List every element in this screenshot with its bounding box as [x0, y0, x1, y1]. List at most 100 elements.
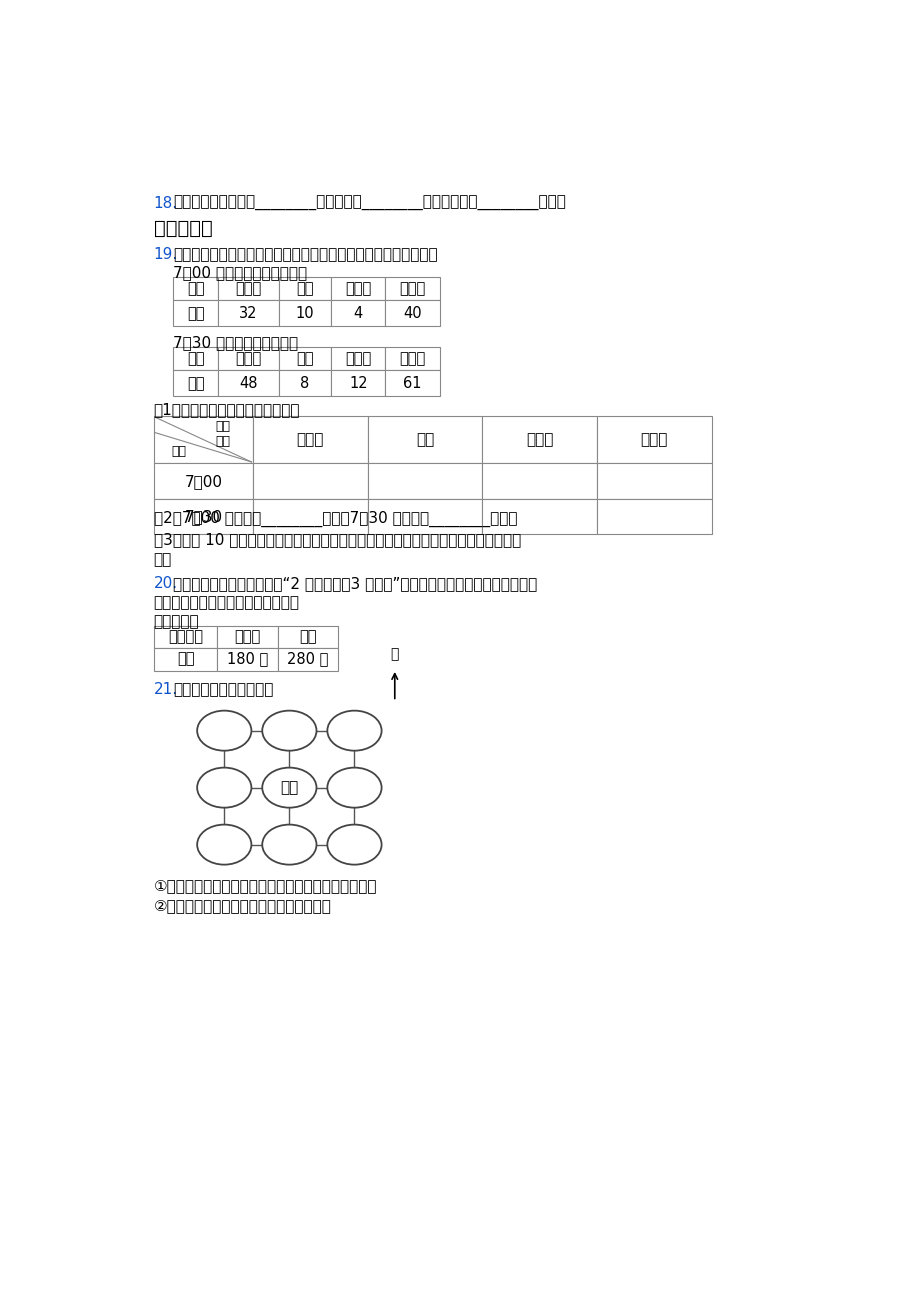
Text: 自行车: 自行车	[399, 281, 425, 296]
Ellipse shape	[327, 824, 381, 865]
Bar	[217, 647, 278, 671]
Text: 洗手液: 洗手液	[234, 629, 260, 644]
Bar	[173, 301, 218, 327]
Text: 40: 40	[403, 306, 422, 320]
Text: 小轿车: 小轿车	[235, 281, 261, 296]
Text: 12: 12	[348, 376, 368, 391]
Bar	[331, 277, 385, 301]
Text: 大巴车: 大巴车	[526, 432, 553, 447]
Bar	[253, 464, 368, 499]
Bar	[278, 626, 338, 647]
Bar	[368, 415, 482, 464]
Text: 下面是王东对某一个路口不同时间的车辆通过情况做的两次统计。: 下面是王东对某一个路口不同时间的车辆通过情况做的两次统计。	[173, 247, 437, 262]
Bar	[153, 626, 217, 647]
Text: 7：30: 7：30	[184, 509, 222, 525]
Text: 类型: 类型	[187, 352, 204, 366]
Bar	[173, 370, 218, 397]
Text: 辆数: 辆数	[187, 376, 204, 391]
Text: 数量: 数量	[176, 651, 194, 667]
Bar	[218, 301, 278, 327]
Bar	[368, 464, 482, 499]
Ellipse shape	[262, 768, 316, 807]
Bar	[218, 370, 278, 397]
Text: 市中的存货最多可制成多少个礼盒？: 市中的存货最多可制成多少个礼盒？	[153, 595, 300, 611]
Text: 货车: 货车	[415, 432, 434, 447]
Bar	[385, 348, 439, 370]
Text: ①超市在学校的正北方向，小红家在学校的东北方向。: ①超市在学校的正北方向，小红家在学校的东北方向。	[153, 879, 377, 893]
Text: （3）再过 10 分钟还会处于上班早高峰，预测一下，车辆会增加还是减少，你想说点什: （3）再过 10 分钟还会处于上班早高峰，预测一下，车辆会增加还是减少，你想说点…	[153, 533, 520, 547]
Text: 大巴车: 大巴车	[345, 352, 371, 366]
Text: 20.: 20.	[153, 575, 177, 591]
Bar	[153, 415, 253, 464]
Text: 辆数: 辆数	[215, 435, 231, 448]
Bar	[385, 370, 439, 397]
Bar	[153, 499, 253, 534]
Text: 北: 北	[391, 647, 399, 661]
Bar	[153, 647, 217, 671]
Text: 180 瓶: 180 瓶	[227, 651, 267, 667]
Text: 学校: 学校	[280, 780, 298, 796]
Text: 辆数: 辆数	[187, 306, 204, 320]
Bar	[385, 301, 439, 327]
Text: 商品名称: 商品名称	[168, 629, 203, 644]
Text: 19.: 19.	[153, 247, 177, 262]
Text: 280 块: 280 块	[287, 651, 328, 667]
Bar	[217, 626, 278, 647]
Bar	[153, 464, 253, 499]
Bar	[368, 499, 482, 534]
Bar	[482, 499, 596, 534]
Bar	[596, 499, 711, 534]
Text: 如图，根据信息填一填。: 如图，根据信息填一填。	[173, 682, 273, 697]
Ellipse shape	[262, 711, 316, 751]
Text: 32: 32	[239, 306, 257, 320]
Bar	[278, 647, 338, 671]
Text: 小轿车: 小轿车	[296, 432, 323, 447]
Text: 61: 61	[403, 376, 422, 391]
Text: 大巴车: 大巴车	[345, 281, 371, 296]
Bar	[482, 464, 596, 499]
Bar	[173, 277, 218, 301]
Bar	[482, 415, 596, 464]
Text: 类型: 类型	[187, 281, 204, 296]
Text: 时间: 时间	[171, 445, 186, 457]
Bar	[253, 415, 368, 464]
Text: 超市存货单: 超市存货单	[153, 615, 199, 629]
Ellipse shape	[197, 824, 251, 865]
Text: （2）7：00 时通过的________最少，7：30 时通过的________最多。: （2）7：00 时通过的________最少，7：30 时通过的________…	[153, 510, 516, 526]
Text: 8: 8	[300, 376, 309, 391]
Ellipse shape	[327, 768, 381, 807]
Bar	[331, 370, 385, 397]
Bar	[278, 348, 331, 370]
Text: （1）请把以上数据填写在下表中。: （1）请把以上数据填写在下表中。	[153, 402, 300, 418]
Text: 么？: 么？	[153, 552, 172, 566]
Bar	[596, 415, 711, 464]
Text: 小轿车: 小轿车	[235, 352, 261, 366]
Text: 自行车: 自行车	[640, 432, 667, 447]
Bar	[278, 277, 331, 301]
Bar	[218, 348, 278, 370]
Text: 超市为了吸引顾客，准备用“2 瓶洗手液，3 块肥皂”进行包装，制成礼盒进行销售。超: 超市为了吸引顾客，准备用“2 瓶洗手液，3 块肥皂”进行包装，制成礼盒进行销售。…	[173, 575, 537, 591]
Text: 48: 48	[239, 376, 257, 391]
Text: 货车: 货车	[296, 281, 313, 296]
Text: 18.: 18.	[153, 197, 177, 211]
Text: 7：30 的车辆通过情况记录: 7：30 的车辆通过情况记录	[173, 335, 298, 350]
Bar	[331, 301, 385, 327]
Bar	[385, 277, 439, 301]
Bar	[173, 348, 218, 370]
Text: 7：00 的车辆通过情况记录单: 7：00 的车辆通过情况记录单	[173, 266, 307, 280]
Ellipse shape	[197, 768, 251, 807]
Ellipse shape	[327, 711, 381, 751]
Text: 方向是相对的，东与________相对，南与________相对，东北与________相对。: 方向是相对的，东与________相对，南与________相对，东北与____…	[173, 197, 565, 211]
Text: 类型: 类型	[215, 421, 231, 434]
Text: 肛皂: 肛皂	[299, 629, 316, 644]
Ellipse shape	[197, 711, 251, 751]
Ellipse shape	[262, 824, 316, 865]
Text: 7：00: 7：00	[184, 474, 222, 488]
Text: 货车: 货车	[296, 352, 313, 366]
Bar	[278, 370, 331, 397]
Text: ②阳光书城在学校的正东，在小红家正南。: ②阳光书城在学校的正东，在小红家正南。	[153, 898, 331, 914]
Text: 10: 10	[295, 306, 314, 320]
Bar	[218, 277, 278, 301]
Bar	[253, 499, 368, 534]
Text: 4: 4	[353, 306, 363, 320]
